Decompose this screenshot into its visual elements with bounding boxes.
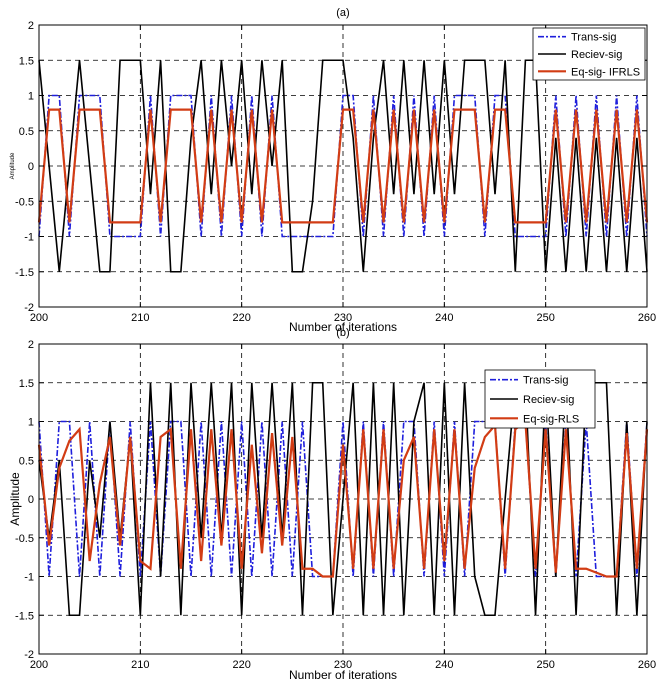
series-line-2 [38,59,648,273]
x-tick-label: 260 [638,659,656,671]
chart-title: (a) [336,7,349,19]
chart-panel-b: 200 210 220 230 240 250 260 -2 -1.5 -1 -0.5 0 0.5 1 1.… [8,327,656,682]
x-tick-label: 240 [435,659,453,671]
y-tick-label: 0.5 [19,455,34,467]
x-tick-label: 200 [30,659,48,671]
legend: Trans-sig Reciev-sig Eq-sig- IFRLS [532,27,646,81]
legend-label-3: Eq-sig-RLS [523,413,579,425]
y-tick-label: -1 [24,572,34,584]
y-tick-label: 0 [28,494,34,506]
x-tick-label: 210 [131,312,149,324]
legend-label-2: Reciev-sig [571,49,622,61]
y-axis-label: Amplitude [8,472,22,526]
legend-label-2: Reciev-sig [523,394,574,406]
series-line-3 [37,108,649,224]
chart-title: (b) [336,327,349,339]
y-tick-label: 1.5 [19,378,34,390]
x-tick-label: 220 [232,312,250,324]
series-line-1 [38,94,648,238]
y-tick-label: -0.5 [15,196,34,208]
legend: Trans-sig Reciev-sig Eq-sig-RLS [484,369,596,429]
y-tick-label: 1.5 [19,55,34,67]
x-tick-label: 220 [232,659,250,671]
x-tick-label: 240 [435,312,453,324]
y-tick-label: -1 [24,232,34,244]
x-axis-label: Number of iterations [289,668,397,682]
x-tick-label: 250 [536,659,554,671]
x-tick-label: 200 [30,312,48,324]
legend-label-1: Trans-sig [571,32,616,44]
x-tick-label: 260 [638,312,656,324]
y-tick-label: 2 [28,20,34,32]
x-tick-label: 230 [334,312,352,324]
y-tick-label: -0.5 [15,533,34,545]
x-axis-label: Number of iterations [289,320,397,334]
y-tick-label: -1.5 [15,610,34,622]
x-tick-label: 210 [131,659,149,671]
y-tick-label: 2 [28,339,34,351]
y-tick-label: 0.5 [19,126,34,138]
chart-panel-a: 200 210 220 230 240 250 260 -2 -1.5 -1 -0.5 0 0.5 1 1.… [10,7,656,334]
y-tick-label: 0 [28,161,34,173]
x-tick-label: 230 [334,659,352,671]
legend-label-1: Trans-sig [523,375,568,387]
y-tick-label: -1.5 [15,267,34,279]
y-axis-label: Amplitude [10,152,16,179]
y-tick-label: -2 [24,649,34,661]
y-tick-label: 1 [28,91,34,103]
y-tick-label: 1 [28,417,34,429]
legend-label-3: Eq-sig- IFRLS [571,66,640,78]
series-line-3 [37,419,649,578]
y-tick-label: -2 [24,302,34,314]
x-tick-label: 250 [536,312,554,324]
